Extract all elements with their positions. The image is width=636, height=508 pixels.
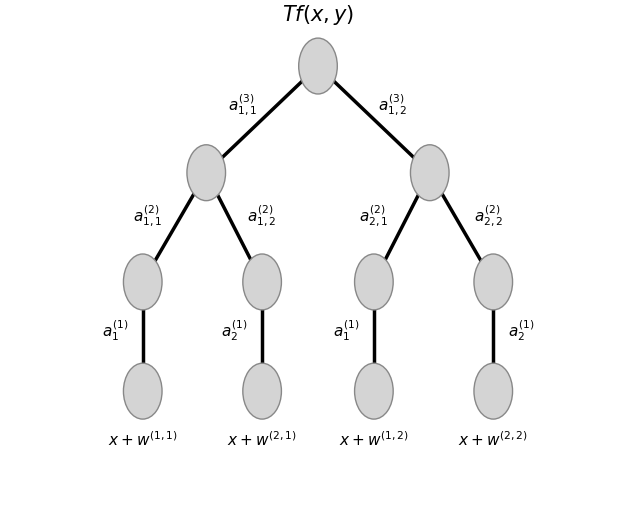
Text: $a_{2,1}^{(2)}$: $a_{2,1}^{(2)}$ [359,204,389,230]
Ellipse shape [187,145,226,201]
Ellipse shape [243,254,281,310]
Text: $x + w^{(2,2)}$: $x + w^{(2,2)}$ [459,430,528,449]
Text: $x + w^{(2,1)}$: $x + w^{(2,1)}$ [227,430,297,449]
Ellipse shape [474,363,513,419]
Ellipse shape [299,38,337,94]
Text: $a_{1,1}^{(2)}$: $a_{1,1}^{(2)}$ [132,204,162,230]
Ellipse shape [243,363,281,419]
Text: $a_{2,2}^{(2)}$: $a_{2,2}^{(2)}$ [474,204,504,230]
Text: $a_1^{(1)}$: $a_1^{(1)}$ [333,319,359,343]
Ellipse shape [474,254,513,310]
Text: $a_{1,2}^{(2)}$: $a_{1,2}^{(2)}$ [247,204,277,230]
Text: $x + w^{(1,2)}$: $x + w^{(1,2)}$ [339,430,409,449]
Text: $x + w^{(1,1)}$: $x + w^{(1,1)}$ [108,430,177,449]
Ellipse shape [355,254,393,310]
Text: $Tf(x,y)$: $Tf(x,y)$ [282,3,354,27]
Text: $a_2^{(1)}$: $a_2^{(1)}$ [508,319,534,343]
Ellipse shape [355,363,393,419]
Text: $a_1^{(1)}$: $a_1^{(1)}$ [102,319,128,343]
Text: $a_{1,2}^{(3)}$: $a_{1,2}^{(3)}$ [378,93,408,118]
Text: $a_{1,1}^{(3)}$: $a_{1,1}^{(3)}$ [228,93,258,118]
Ellipse shape [123,363,162,419]
Ellipse shape [410,145,449,201]
Text: $a_2^{(1)}$: $a_2^{(1)}$ [221,319,247,343]
Ellipse shape [123,254,162,310]
